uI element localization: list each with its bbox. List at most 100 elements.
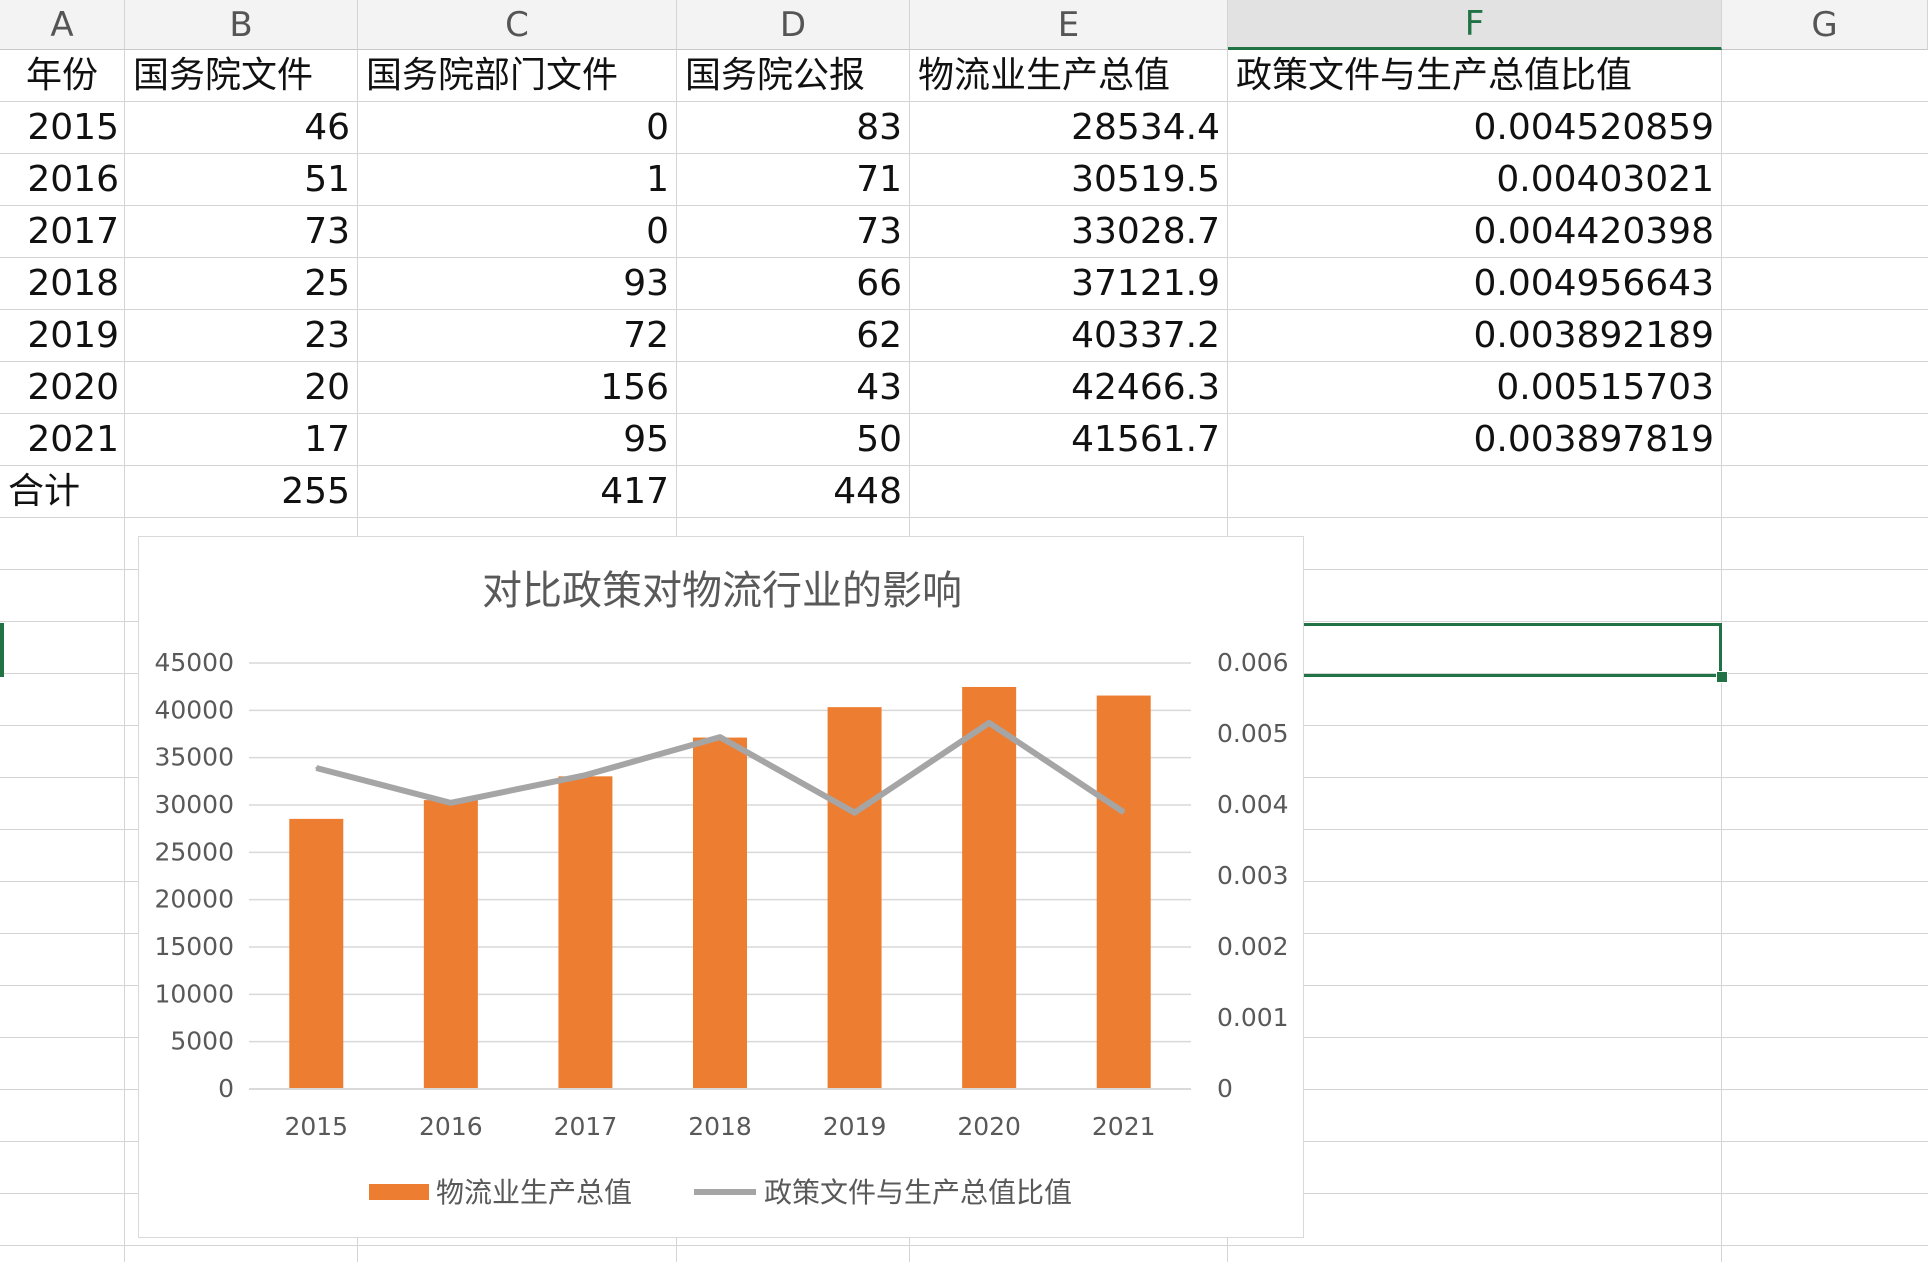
column-header-f[interactable]: F — [1228, 0, 1722, 50]
cell-r1-e[interactable]: 物流业生产总值 — [918, 55, 1171, 96]
cell-r3-a[interactable]: 2016 — [27, 159, 119, 200]
column-header-d[interactable]: D — [677, 0, 910, 50]
x-tick-label: 2015 — [284, 1112, 348, 1141]
cell-r8-f[interactable]: 0.003897819 — [1473, 419, 1715, 460]
column-header-b[interactable]: B — [125, 0, 358, 50]
cell-r4-e[interactable]: 33028.7 — [1071, 211, 1220, 252]
cell-r6-b[interactable]: 23 — [304, 315, 350, 356]
x-tick-label: 2018 — [688, 1112, 752, 1141]
cell-r5-f[interactable]: 0.004956643 — [1473, 263, 1715, 304]
y-secondary-tick-label: 0.004 — [1217, 790, 1289, 819]
cell-r5-a[interactable]: 2018 — [27, 263, 119, 304]
y-secondary-tick-label: 0.001 — [1217, 1003, 1289, 1032]
x-tick-label: 2019 — [823, 1112, 887, 1141]
cell-r4-c[interactable]: 0 — [646, 211, 669, 252]
y-primary-tick-label: 40000 — [154, 695, 234, 724]
cell-r3-d[interactable]: 71 — [856, 159, 902, 200]
cell-r6-d[interactable]: 62 — [856, 315, 902, 356]
cell-r2-b[interactable]: 46 — [304, 107, 350, 148]
bar-2017 — [558, 776, 613, 1089]
bar-2015 — [289, 818, 344, 1089]
cell-r5-c[interactable]: 93 — [623, 263, 669, 304]
cell-r6-f[interactable]: 0.003892189 — [1473, 315, 1715, 356]
cell-r1-d[interactable]: 国务院公报 — [685, 55, 866, 96]
y-primary-tick-label: 45000 — [154, 648, 234, 677]
y-secondary-tick-label: 0.002 — [1217, 932, 1289, 961]
cell-r9-a[interactable]: 合计 — [8, 471, 81, 512]
cell-r7-d[interactable]: 43 — [856, 367, 902, 408]
x-tick-label: 2017 — [554, 1112, 618, 1141]
cell-r3-f[interactable]: 0.00403021 — [1496, 159, 1714, 200]
y-primary-tick-label: 10000 — [154, 979, 234, 1008]
cell-r5-d[interactable]: 66 — [856, 263, 902, 304]
cell-r9-c[interactable]: 417 — [600, 471, 669, 512]
combo-chart[interactable]: 对比政策对物流行业的影响 0 5000 10000 15000 20000 25000 300… — [138, 536, 1304, 1238]
cell-r2-a[interactable]: 2015 — [27, 107, 119, 148]
cell-r2-e[interactable]: 28534.4 — [1071, 107, 1220, 148]
legend-swatch-bar — [369, 1184, 429, 1200]
y-secondary-tick-label: 0.003 — [1217, 861, 1289, 890]
cell-r1-a[interactable]: 年份 — [26, 55, 99, 96]
cell-r3-c[interactable]: 1 — [646, 159, 669, 200]
cell-r6-c[interactable]: 72 — [623, 315, 669, 356]
cell-r3-e[interactable]: 30519.5 — [1071, 159, 1220, 200]
cell-r4-d[interactable]: 73 — [856, 211, 902, 252]
bar-2020 — [962, 686, 1017, 1089]
cell-r1-b[interactable]: 国务院文件 — [133, 55, 314, 96]
cell-r7-e[interactable]: 42466.3 — [1071, 367, 1220, 408]
cell-r7-b[interactable]: 20 — [304, 367, 350, 408]
column-header-g[interactable]: G — [1722, 0, 1928, 50]
column-header-c[interactable]: C — [358, 0, 677, 50]
cell-r7-c[interactable]: 156 — [600, 367, 669, 408]
y-secondary-tick-label: 0 — [1217, 1074, 1233, 1103]
y-primary-tick-label: 30000 — [154, 790, 234, 819]
cell-r9-d[interactable]: 448 — [833, 471, 902, 512]
cell-r7-f[interactable]: 0.00515703 — [1496, 367, 1714, 408]
cell-r1-f[interactable]: 政策文件与生产总值比值 — [1236, 55, 1633, 96]
x-tick-label: 2016 — [419, 1112, 483, 1141]
cell-r4-a[interactable]: 2017 — [27, 211, 119, 252]
y-primary-tick-label: 0 — [218, 1074, 234, 1103]
cell-r8-c[interactable]: 95 — [623, 419, 669, 460]
cell-r2-f[interactable]: 0.004520859 — [1473, 107, 1715, 148]
y-primary-tick-label: 5000 — [170, 1027, 234, 1056]
x-tick-label: 2021 — [1092, 1112, 1156, 1141]
cell-r8-b[interactable]: 17 — [304, 419, 350, 460]
cell-r2-c[interactable]: 0 — [646, 107, 669, 148]
cell-r6-e[interactable]: 40337.2 — [1071, 315, 1220, 356]
column-header-e[interactable]: E — [910, 0, 1228, 50]
y-primary-tick-label: 20000 — [154, 885, 234, 914]
cell-r9-e[interactable] — [910, 466, 1228, 518]
bar-2019 — [827, 707, 882, 1089]
ratio-point-2020 — [988, 721, 991, 724]
chart-title: 对比政策对物流行业的影响 — [482, 568, 962, 614]
chart-svg: 对比政策对物流行业的影响 0 5000 10000 15000 20000 25000 300… — [154, 568, 1289, 1209]
cell-r8-d[interactable]: 50 — [856, 419, 902, 460]
cell-r9-b[interactable]: 255 — [281, 471, 350, 512]
cell-r8-e[interactable]: 41561.7 — [1071, 419, 1220, 460]
cell-r9-f[interactable] — [1228, 466, 1722, 518]
cell-r8-a[interactable]: 2021 — [27, 419, 119, 460]
cell-r4-b[interactable]: 73 — [304, 211, 350, 252]
cell-r6-a[interactable]: 2019 — [27, 315, 119, 356]
cell-r7-a[interactable]: 2020 — [27, 367, 119, 408]
cell-r1-c[interactable]: 国务院部门文件 — [366, 55, 619, 96]
cell-r4-f[interactable]: 0.004420398 — [1473, 211, 1715, 252]
ratio-point-2021 — [1122, 811, 1125, 814]
legend-label-line: 政策文件与生产总值比值 — [764, 1176, 1072, 1209]
cell-r5-b[interactable]: 25 — [304, 263, 350, 304]
cell-r3-b[interactable]: 51 — [304, 159, 350, 200]
ratio-point-2016 — [449, 801, 452, 804]
cell-r2-d[interactable]: 83 — [856, 107, 902, 148]
bar-2016 — [423, 800, 478, 1089]
bar-2018 — [693, 737, 747, 1089]
y-primary-tick-label: 15000 — [154, 932, 234, 961]
ratio-point-2019 — [853, 811, 856, 814]
ratio-point-2017 — [584, 774, 587, 777]
y-primary-tick-label: 25000 — [154, 837, 234, 866]
fill-handle[interactable] — [1716, 671, 1728, 683]
column-header-a[interactable]: A — [0, 0, 125, 50]
y-secondary-tick-label: 0.006 — [1217, 648, 1289, 677]
cell-r5-e[interactable]: 37121.9 — [1071, 263, 1220, 304]
bar-2021 — [1096, 695, 1151, 1089]
